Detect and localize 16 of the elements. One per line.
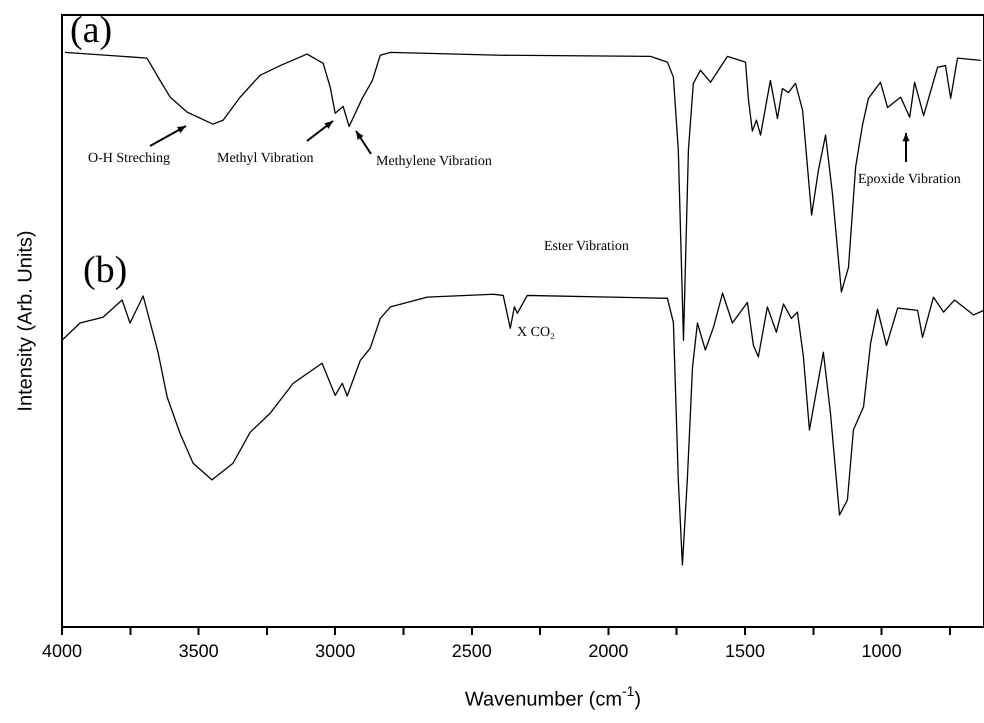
- annotation: Methyl Vibration: [217, 151, 314, 166]
- annotation: Methylene Vibration: [376, 154, 492, 169]
- annotation: Epoxide Vibration: [858, 172, 961, 187]
- x-tick-label: 1000: [862, 640, 902, 661]
- annotation: Ester Vibration: [544, 239, 629, 254]
- series-label: (b): [83, 249, 128, 291]
- y-axis-title: Intensity (Arb. Units): [14, 230, 37, 412]
- series-label: (a): [70, 9, 112, 51]
- x-tick-label: 2500: [452, 640, 492, 661]
- x-tick-label: 4000: [42, 640, 82, 661]
- x-tick-label: 3500: [178, 640, 219, 661]
- annotation: X CO₂: [517, 325, 556, 340]
- annotation: O-H Streching: [88, 151, 170, 166]
- x-tick-label: 2000: [588, 640, 628, 661]
- x-tick-label: 3000: [315, 640, 356, 661]
- x-tick-label: 1500: [724, 640, 765, 661]
